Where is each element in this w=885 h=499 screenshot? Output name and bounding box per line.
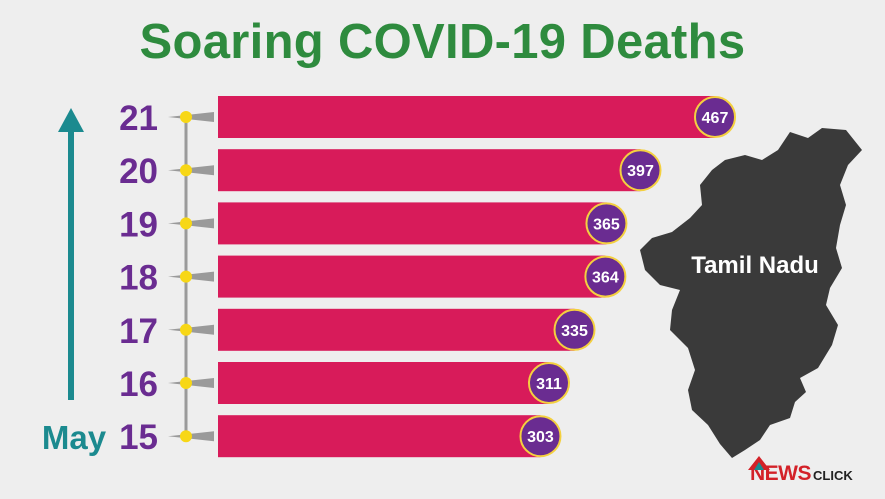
value-badge	[694, 96, 736, 138]
axis-label: May	[42, 419, 107, 456]
time-arrow-head	[58, 108, 84, 132]
value-label: 335	[561, 323, 588, 340]
value-label: 364	[592, 270, 619, 287]
day-label: 16	[119, 365, 158, 404]
logo-click-text: CLICK	[813, 468, 853, 483]
value-label: 303	[527, 429, 554, 446]
tamil-nadu-map	[640, 128, 862, 458]
bar	[218, 202, 607, 245]
rail-dot	[180, 323, 192, 336]
value-badge	[519, 415, 562, 458]
value-badge	[585, 202, 628, 245]
day-label: 18	[119, 259, 158, 298]
day-label: 20	[119, 152, 158, 191]
bar	[218, 255, 606, 298]
day-label: 21	[119, 99, 158, 138]
logo-mark-icon	[748, 456, 770, 470]
rail-dot	[180, 270, 192, 283]
rail-dot	[180, 111, 192, 123]
rail-dot	[180, 217, 192, 230]
value-badge	[619, 149, 662, 192]
value-badge	[527, 362, 570, 404]
bar	[218, 362, 549, 404]
day-label: 19	[119, 205, 158, 244]
value-badge	[584, 255, 627, 298]
value-label: 397	[627, 163, 654, 180]
rail-dot	[180, 164, 192, 177]
bar	[218, 308, 575, 351]
day-label: 17	[119, 312, 158, 351]
rail-dot	[180, 377, 192, 389]
value-label: 311	[536, 376, 562, 393]
day-label: 15	[119, 418, 158, 457]
rail-dot	[180, 430, 192, 443]
value-label: 365	[593, 216, 620, 233]
bar	[218, 96, 715, 138]
map-label: Tamil Nadu	[691, 252, 819, 279]
value-badge	[553, 308, 596, 351]
bar	[218, 415, 541, 458]
value-label: 467	[702, 110, 729, 127]
chart-title: Soaring COVID-19 Deaths	[139, 15, 746, 69]
newsclick-logo: NEWS CLICK	[748, 456, 880, 492]
bar	[218, 149, 641, 192]
